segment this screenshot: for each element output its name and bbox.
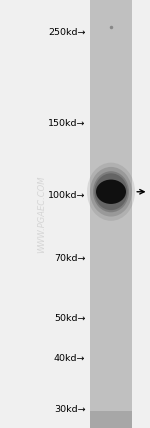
Ellipse shape xyxy=(87,163,135,221)
Ellipse shape xyxy=(96,180,126,204)
Text: 250kd→: 250kd→ xyxy=(48,28,86,37)
Text: 100kd→: 100kd→ xyxy=(48,191,86,200)
Text: 70kd→: 70kd→ xyxy=(54,254,86,263)
Ellipse shape xyxy=(93,171,129,212)
Bar xyxy=(90,411,132,428)
Bar xyxy=(90,0,132,428)
Text: 150kd→: 150kd→ xyxy=(48,119,86,128)
Text: 50kd→: 50kd→ xyxy=(54,314,86,323)
Text: WWW.PGAEC.COM: WWW.PGAEC.COM xyxy=(38,175,46,253)
Text: 30kd→: 30kd→ xyxy=(54,405,85,414)
Text: 40kd→: 40kd→ xyxy=(54,354,86,363)
Ellipse shape xyxy=(94,173,128,210)
Ellipse shape xyxy=(90,167,132,217)
